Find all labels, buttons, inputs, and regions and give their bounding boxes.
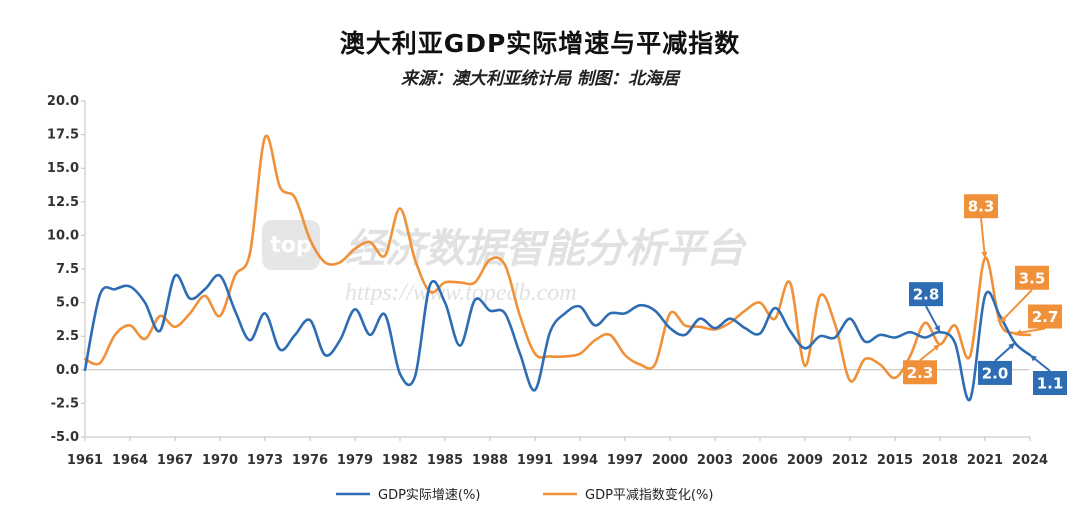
callout: 1.1 — [1029, 354, 1067, 396]
callout: 3.5 — [999, 265, 1049, 324]
x-tick-label: 2021 — [967, 453, 1003, 468]
y-tick-label: 12.5 — [47, 195, 79, 210]
y-tick-label: -2.5 — [51, 396, 79, 411]
callout-box — [978, 360, 1012, 385]
watermark-name: 经济数据智能分析平台 — [345, 226, 748, 272]
callout-box — [1028, 304, 1062, 329]
x-tick-label: 2006 — [742, 453, 778, 468]
x-tick-label: 2024 — [1012, 453, 1048, 468]
x-tick-label: 2009 — [787, 453, 823, 468]
x-tick-label: 2000 — [652, 453, 688, 468]
callout-leader — [980, 218, 986, 259]
callout-arrow — [934, 325, 940, 333]
x-tick-label: 1964 — [112, 453, 148, 468]
x-tick-label: 1991 — [517, 453, 553, 468]
x-tick-label: 2012 — [832, 453, 868, 468]
x-tick-label: 1994 — [562, 453, 598, 468]
y-tick-label: 2.5 — [56, 329, 79, 344]
callout-arrow — [1000, 316, 1007, 323]
x-tick-label: 1970 — [202, 453, 238, 468]
legend-label: GDP平减指数变化(%) — [585, 487, 713, 503]
x-tick-label: 1976 — [292, 453, 328, 468]
x-tick-label: 1973 — [247, 453, 283, 468]
legend: GDP实际增速(%) GDP平减指数变化(%) — [336, 487, 713, 503]
series-line-gdp-deflator — [83, 134, 1032, 383]
callout-label: 2.7 — [1032, 308, 1059, 326]
watermark-logo: top — [270, 233, 311, 258]
callouts: 2.8 2.0 1.1 2.3 8.3 3.5 2.7 — [903, 194, 1067, 396]
legend-label: GDP实际增速(%) — [378, 488, 480, 503]
callout: 2.3 — [903, 343, 941, 385]
callout: 2.0 — [978, 342, 1016, 385]
legend-item-gdp-growth: GDP实际增速(%) — [336, 488, 480, 503]
y-tick-label: 0.0 — [56, 363, 79, 378]
y-tick-label: 17.5 — [47, 128, 79, 143]
callout: 2.7 — [1014, 304, 1062, 336]
callout-label: 8.3 — [968, 198, 995, 216]
watermark-url: https://www.topedb.com — [345, 280, 577, 306]
callout-arrow — [1008, 342, 1015, 350]
series-line-gdp-growth — [83, 273, 1032, 402]
y-tick-label: 10.0 — [47, 228, 79, 243]
legend-item-gdp-deflator: GDP平减指数变化(%) — [543, 487, 713, 503]
callout-label: 2.8 — [913, 286, 940, 304]
callout: 2.8 — [909, 282, 943, 333]
x-tick-label: 2015 — [877, 453, 913, 468]
callout-label: 2.3 — [907, 364, 934, 382]
callout-box — [1033, 371, 1067, 396]
callout: 8.3 — [964, 194, 998, 259]
chart-title: 澳大利亚GDP实际增速与平减指数 — [339, 29, 741, 58]
x-tick-label: 2003 — [697, 453, 733, 468]
x-tick-label: 1961 — [67, 453, 103, 468]
watermark-logo-box — [262, 220, 320, 270]
y-tick-label: 5.0 — [56, 296, 79, 311]
callout-arrow — [1030, 355, 1037, 362]
y-tick-label: 15.0 — [47, 161, 79, 176]
callout-arrow — [1015, 329, 1022, 336]
callout-label: 1.1 — [1037, 375, 1064, 393]
x-tick-label: 1982 — [382, 453, 418, 468]
y-tick-label: 7.5 — [56, 262, 79, 277]
chart-subtitle: 来源：澳大利亚统计局 制图：北海居 — [401, 69, 679, 89]
callout-box — [903, 360, 937, 385]
callout-arrow — [981, 251, 988, 259]
y-tick-label: -5.0 — [51, 430, 79, 445]
x-tick-label: 1985 — [427, 453, 463, 468]
callout-box — [1015, 265, 1049, 290]
y-tick-label: 20.0 — [47, 94, 79, 109]
x-tick-label: 1988 — [472, 453, 508, 468]
callout-label: 3.5 — [1019, 269, 1046, 287]
series-layer — [83, 134, 1032, 402]
callout-box — [964, 194, 998, 219]
callout-box — [909, 282, 943, 307]
x-tick-label: 1979 — [337, 453, 373, 468]
callout-label: 2.0 — [982, 364, 1009, 382]
callout-arrow — [933, 344, 940, 351]
axes: 20.0 17.5 15.0 12.5 10.0 7.5 5.0 2.5 0.0 -2.5 -5.0… — [47, 94, 1048, 468]
callout-leader — [999, 289, 1033, 324]
x-tick-label: 1967 — [157, 453, 193, 468]
x-tick-label: 1997 — [607, 453, 643, 468]
x-tick-label: 2018 — [922, 453, 958, 468]
